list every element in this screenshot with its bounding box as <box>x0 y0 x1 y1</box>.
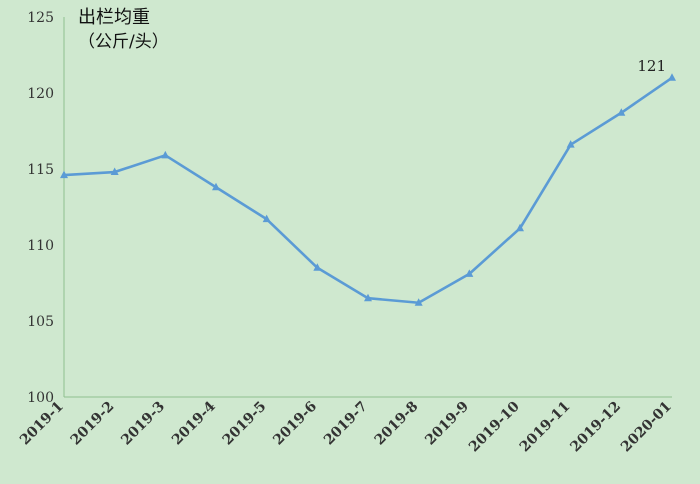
data-point-marker <box>313 263 322 271</box>
x-tick-label: 2019-12 <box>567 399 624 456</box>
chart-title: 出栏均重 <box>78 7 150 28</box>
y-tick-label: 105 <box>27 314 54 330</box>
data-point-marker <box>617 108 626 116</box>
data-point-marker <box>161 150 170 159</box>
y-tick-label: 120 <box>27 86 54 102</box>
x-tick-label: 2019-4 <box>169 398 219 448</box>
y-tick-label: 115 <box>27 162 54 178</box>
x-tick-label: 2019-7 <box>321 399 371 449</box>
data-point-marker <box>566 140 575 148</box>
y-tick-label: 110 <box>27 238 54 254</box>
x-tick-label: 2019-8 <box>372 399 422 449</box>
x-tick-label: 2019-2 <box>68 399 118 449</box>
x-tick-label: 2020-01 <box>618 399 675 456</box>
y-tick-label: 100 <box>27 390 54 406</box>
data-point-marker <box>465 269 474 277</box>
data-point-marker <box>60 170 68 179</box>
data-point-marker <box>516 223 524 232</box>
data-point-marker <box>668 73 676 81</box>
data-label: 121 <box>637 57 666 75</box>
x-tick-label: 2019-11 <box>517 399 574 456</box>
data-point-marker <box>212 182 220 191</box>
data-point-marker <box>262 214 271 223</box>
series-line <box>63 76 673 305</box>
x-tick-label: 2019-3 <box>118 399 168 449</box>
data-point-marker <box>110 167 119 176</box>
data-point-marker <box>414 298 423 306</box>
x-tick-label: 2019-6 <box>270 399 320 449</box>
y-axis-unit-label: （公斤/头） <box>78 32 169 52</box>
x-tick-label: 2019-10 <box>466 398 523 455</box>
y-tick-label: 125 <box>27 10 54 26</box>
data-point-marker <box>364 293 372 302</box>
chart-title-block: 出栏均重 （公斤/头） <box>78 6 169 54</box>
x-tick-label: 2019-5 <box>220 399 270 449</box>
x-tick-label: 2019-9 <box>422 399 472 449</box>
